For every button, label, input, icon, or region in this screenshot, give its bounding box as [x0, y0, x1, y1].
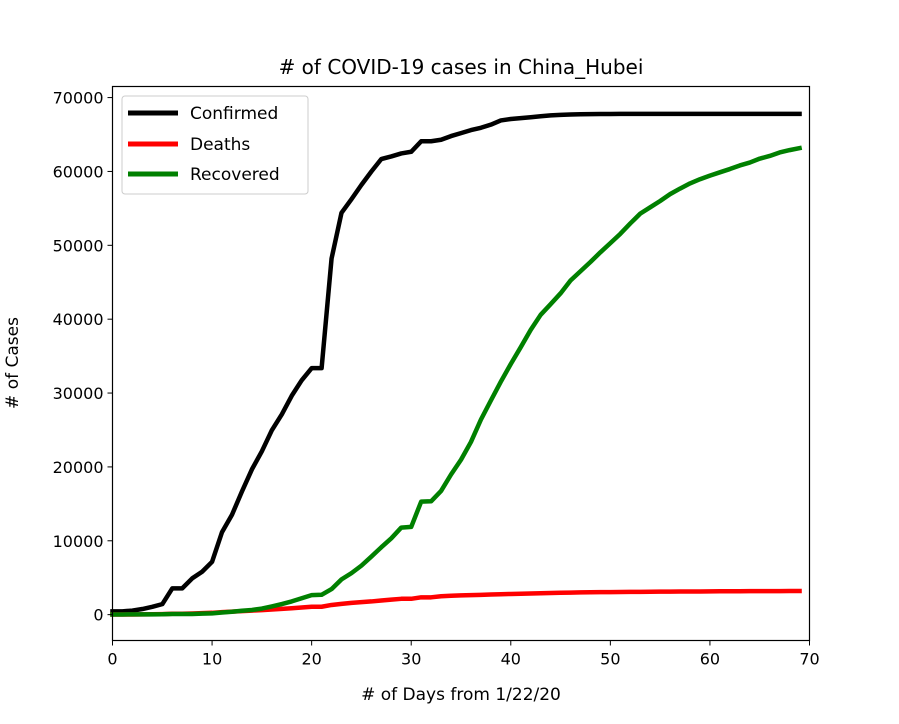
x-tick-label: 20: [301, 650, 321, 669]
y-tick-label: 60000: [53, 162, 104, 181]
y-axis-ticks: 0 10000 20000 30000 40000 50000 60000 70000: [53, 89, 113, 625]
chart-title: # of COVID-19 cases in China_Hubei: [279, 55, 644, 79]
x-tick-label: 30: [401, 650, 421, 669]
plot-area: [110, 111, 803, 617]
y-tick-label: 70000: [53, 89, 104, 108]
y-tick-label: 20000: [53, 458, 104, 477]
y-tick-label: 40000: [53, 310, 104, 329]
y-axis-label: # of Cases: [3, 317, 23, 409]
legend-label-recovered: Recovered: [190, 165, 280, 185]
x-tick-label: 50: [600, 650, 620, 669]
legend-label-deaths: Deaths: [190, 135, 250, 155]
series-line-confirmed: [110, 111, 802, 614]
x-tick-label: 60: [700, 650, 720, 669]
legend-label-confirmed: Confirmed: [190, 104, 278, 124]
legend: Confirmed Deaths Recovered: [121, 95, 309, 195]
x-tick-label: 10: [202, 650, 222, 669]
legend-frame: [121, 95, 309, 195]
y-tick-label: 0: [93, 606, 103, 625]
x-tick-label: 40: [501, 650, 521, 669]
x-axis-ticks: 0 10 20 30 40 50 60 70: [107, 640, 820, 669]
x-axis-label: # of Days from 1/22/20: [361, 685, 561, 705]
x-tick-label: 0: [107, 650, 117, 669]
y-tick-label: 10000: [53, 532, 104, 551]
y-tick-label: 30000: [53, 384, 104, 403]
y-tick-label: 50000: [53, 236, 104, 255]
series-line-recovered: [110, 145, 803, 617]
x-tick-label: 70: [799, 650, 819, 669]
plot-frame: [111, 85, 811, 642]
